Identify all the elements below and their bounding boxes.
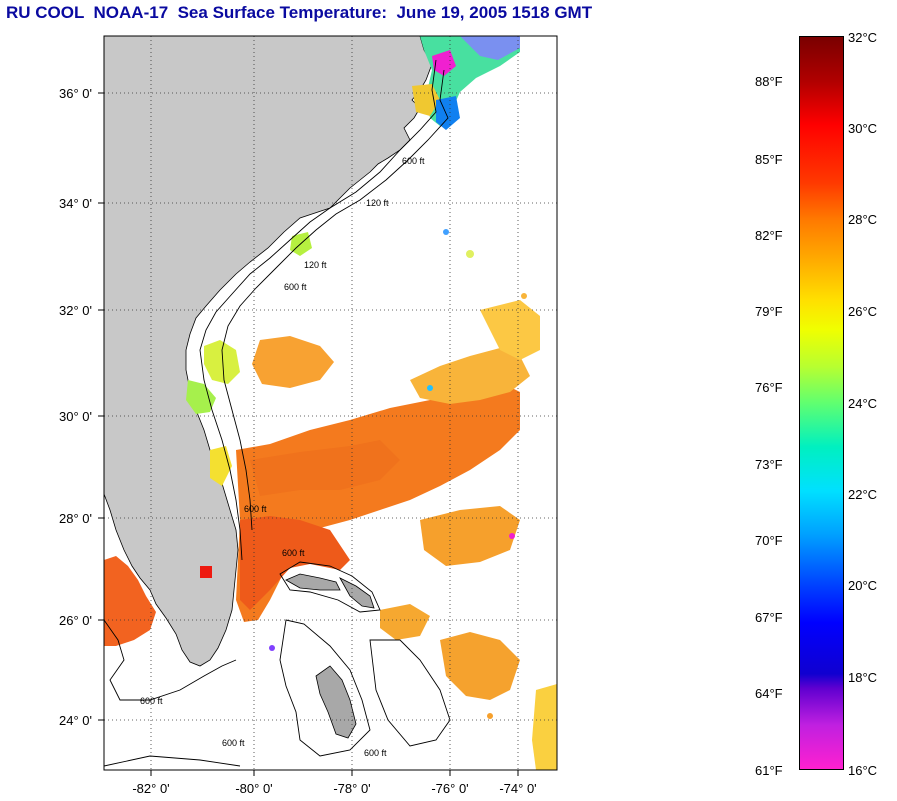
lake-okeechobee — [200, 566, 212, 578]
isobath-label: 600 ft — [282, 548, 305, 558]
celsius-label: 30°C — [848, 121, 878, 136]
isobath-label: 600 ft — [364, 748, 387, 758]
lon-label: -76° 0' — [431, 781, 468, 796]
fahrenheit-label: 61°F — [755, 763, 783, 778]
celsius-label: 24°C — [848, 396, 878, 411]
isobath-label: 120 ft — [366, 198, 389, 208]
map-title: RU COOL NOAA-17 Sea Surface Temperature:… — [6, 3, 593, 22]
isobath-contours — [104, 59, 451, 767]
fahrenheit-label: 64°F — [755, 686, 783, 701]
lon-label: -78° 0' — [333, 781, 370, 796]
lon-label: -74° 0' — [499, 781, 536, 796]
fahrenheit-label: 73°F — [755, 457, 783, 472]
celsius-label: 28°C — [848, 212, 878, 227]
grand-bahama-land — [285, 573, 341, 591]
lon-label: -80° 0' — [235, 781, 272, 796]
isobath-label: 600 ft — [244, 504, 267, 514]
isobath-label: 600 ft — [140, 696, 163, 706]
sst-data-layer — [104, 36, 557, 770]
lat-label: 36° 0' — [59, 86, 92, 101]
andros-island-land — [315, 665, 357, 739]
celsius-label: 26°C — [848, 304, 878, 319]
lat-label: 26° 0' — [59, 613, 92, 628]
temperature-colorbar — [799, 36, 844, 770]
fahrenheit-label: 67°F — [755, 610, 783, 625]
axis-ticks — [98, 92, 519, 776]
fahrenheit-label: 82°F — [755, 228, 783, 243]
fahrenheit-label: 79°F — [755, 304, 783, 319]
fahrenheit-label: 88°F — [755, 74, 783, 89]
map-frame — [103, 35, 558, 771]
lat-label: 28° 0' — [59, 511, 92, 526]
celsius-label: 16°C — [848, 763, 878, 778]
sst-map-svg: 36° 0' 34° 0' 32° 0' 30° 0' 28° 0' 26° 0… — [59, 35, 558, 796]
us-mainland-land — [104, 36, 433, 667]
abaco-land — [339, 577, 375, 609]
isobath-label: 600 ft — [402, 156, 425, 166]
fahrenheit-label: 85°F — [755, 152, 783, 167]
lat-label: 32° 0' — [59, 303, 92, 318]
sst-map: 36° 0' 34° 0' 32° 0' 30° 0' 28° 0' 26° 0… — [59, 35, 558, 796]
fahrenheit-label: 76°F — [755, 380, 783, 395]
celsius-label: 22°C — [848, 487, 878, 502]
celsius-label: 32°C — [848, 30, 878, 45]
isobath-label: 120 ft — [304, 260, 327, 270]
lon-label: -82° 0' — [132, 781, 169, 796]
lat-label: 30° 0' — [59, 409, 92, 424]
celsius-label: 18°C — [848, 670, 878, 685]
isobath-label: 600 ft — [222, 738, 245, 748]
lat-label: 34° 0' — [59, 196, 92, 211]
celsius-label: 20°C — [848, 578, 878, 593]
lat-label: 24° 0' — [59, 713, 92, 728]
isobath-label: 600 ft — [284, 282, 307, 292]
fahrenheit-label: 70°F — [755, 533, 783, 548]
